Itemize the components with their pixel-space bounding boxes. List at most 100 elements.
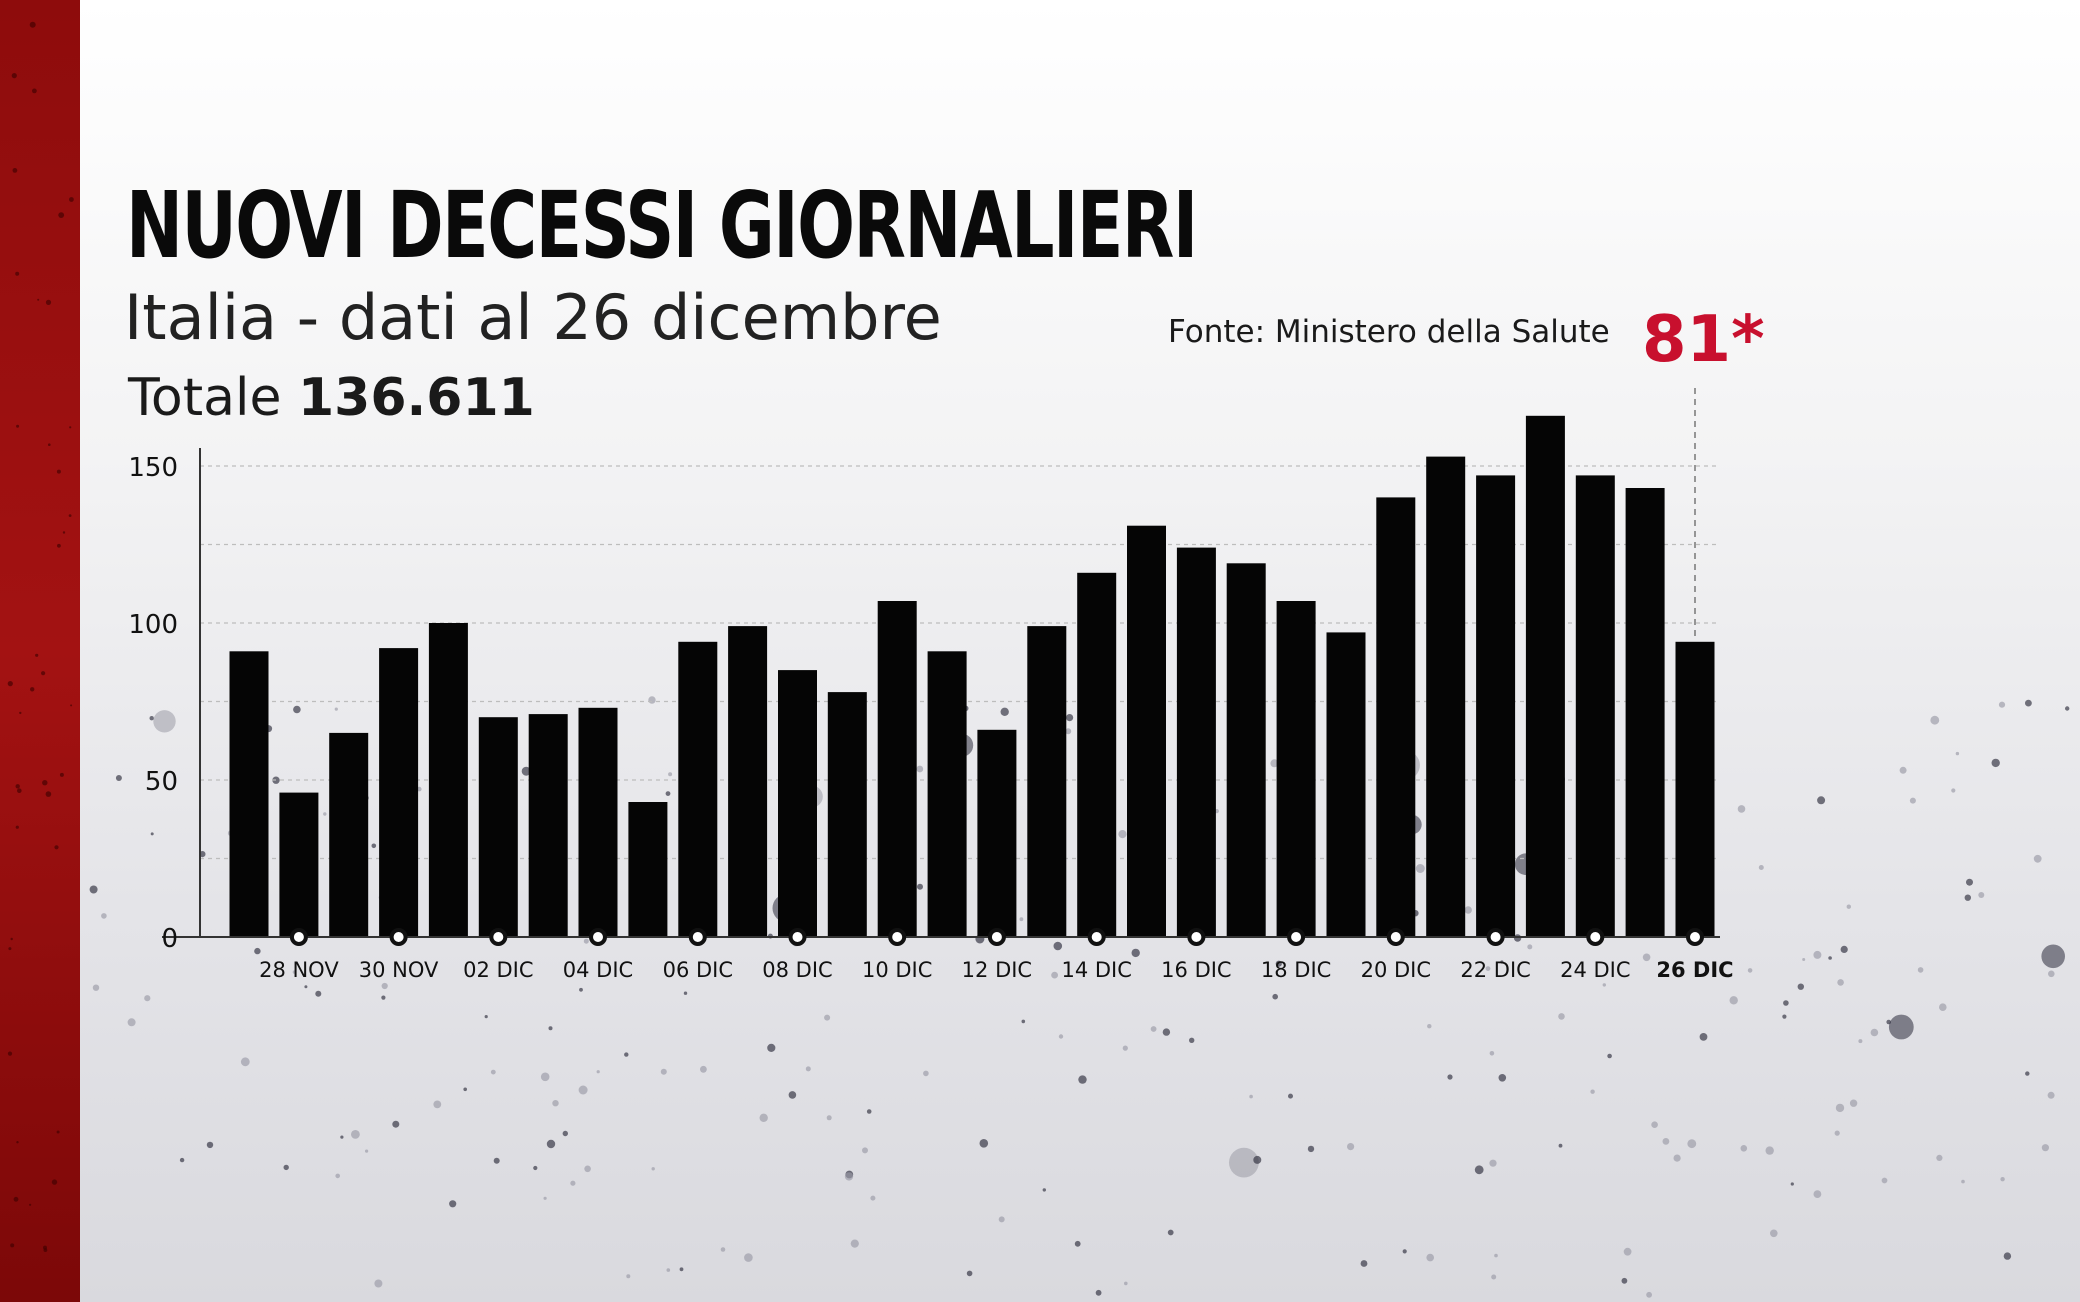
speckle-dot [1623,1247,1632,1256]
speckle-dot [2003,1252,2012,1260]
speckle-dot [916,765,924,773]
speckle-dot [1253,1155,1262,1164]
speckle-dot [101,913,107,919]
speckle-dot [16,1141,19,1144]
speckle-dot [1886,1019,1891,1025]
speckle-dot [1782,1014,1787,1019]
speckle-dot [1118,830,1127,839]
x-tick-label: 12 DIC [962,958,1032,982]
speckle-dot [1500,960,1504,964]
speckle-dot [1765,1146,1774,1155]
speckle-dot [1621,1277,1628,1284]
speckle-dot [1489,1159,1497,1167]
bar [1476,475,1516,937]
bar [578,707,618,937]
speckle-dot [744,1253,753,1262]
speckle-dot [1978,892,1985,898]
speckle-dot [923,1070,929,1077]
speckle-dot [206,1141,214,1149]
x-tick-marker [589,928,607,946]
bar [927,651,967,937]
speckle-dot [2025,699,2032,707]
speckle-dot [15,271,20,276]
speckle-dot [1849,1099,1858,1107]
speckle-dot [540,1072,550,1082]
red-side-strip [0,0,80,1302]
speckle-dot [1840,945,1848,954]
speckle-dot [463,1087,468,1092]
speckle-dot [365,1149,369,1153]
x-tick-marker [788,928,807,946]
speckle-dot [2033,854,2042,863]
speckle-dot [1074,1240,1081,1247]
speckle-dot [1662,1138,1670,1145]
x-tick-marker [1586,928,1605,946]
speckle-dot [1249,1094,1253,1099]
speckle-dot [824,1014,831,1021]
speckle-dot [1770,1229,1778,1238]
speckle-dot [1955,751,1960,756]
speckle-dot [1095,1289,1102,1296]
speckle-dot [668,772,673,777]
speckle-dot [292,970,297,974]
speckle-dot [1740,1145,1748,1152]
speckle-dot [1347,1143,1355,1151]
speckle-dot [51,1179,58,1185]
speckle-dot [2048,970,2055,978]
speckle-dot [56,1130,60,1134]
speckle-dot [1307,1145,1315,1153]
speckle-dot [1131,948,1140,958]
x-tick-label: 28 NOV [259,958,339,982]
speckle-dot [533,1165,538,1171]
x-tick-marker [489,928,508,946]
speckle-dot [1485,966,1491,971]
x-tick-marker [1686,928,1704,946]
speckle-dot [240,1057,250,1067]
speckle-dot [417,786,422,792]
speckle-dot [58,212,65,219]
x-tick-marker [888,928,907,946]
x-tick-marker [1386,928,1405,946]
speckle-dot [2065,706,2070,711]
speckle-dot [596,1070,600,1074]
speckle-dot [32,88,37,94]
speckle-dot [1699,1033,1708,1041]
speckle-dot [584,1165,591,1173]
speckle-dot [56,469,61,474]
speckle-dot [1687,1139,1697,1149]
speckle-dot [144,995,151,1002]
x-tick-marker [1486,928,1505,946]
speckle-dot [1930,715,1940,725]
speckle-dot [1464,906,1472,914]
speckle-dot [2025,1071,2030,1076]
speckle-dot [1078,1075,1087,1084]
speckle-dot [433,1100,442,1109]
speckle-dot [679,1267,684,1272]
speckle-dot [578,1085,588,1095]
speckle-dot [720,1247,726,1252]
total-value: 136.611 [297,368,535,428]
speckle-dot [1122,1045,1128,1051]
x-tick-marker [1187,928,1206,946]
x-tick-label: 14 DIC [1061,958,1131,982]
speckle-dot [127,1018,136,1027]
bar [1077,572,1117,937]
speckle-dot [1447,1074,1453,1080]
speckle-dot [1167,1229,1174,1236]
speckle-dot [562,1130,568,1137]
speckle-dot [1065,728,1072,735]
bar [528,714,568,937]
speckle-dot [1415,864,1425,873]
speckle-dot [998,1216,1005,1223]
speckle-dot [1427,1023,1432,1029]
speckle-dot [62,531,66,534]
speckle-dot [1837,979,1844,986]
speckle-dot [826,1115,832,1121]
speckle-dot [1558,1143,1563,1148]
speckle-dot [1053,941,1063,951]
speckle-dot [1229,1147,1259,1178]
speckle-dot [1813,1190,1822,1198]
speckle-dot [42,780,48,786]
speckle-dot [1498,1074,1507,1082]
speckle-dot [651,1167,655,1171]
